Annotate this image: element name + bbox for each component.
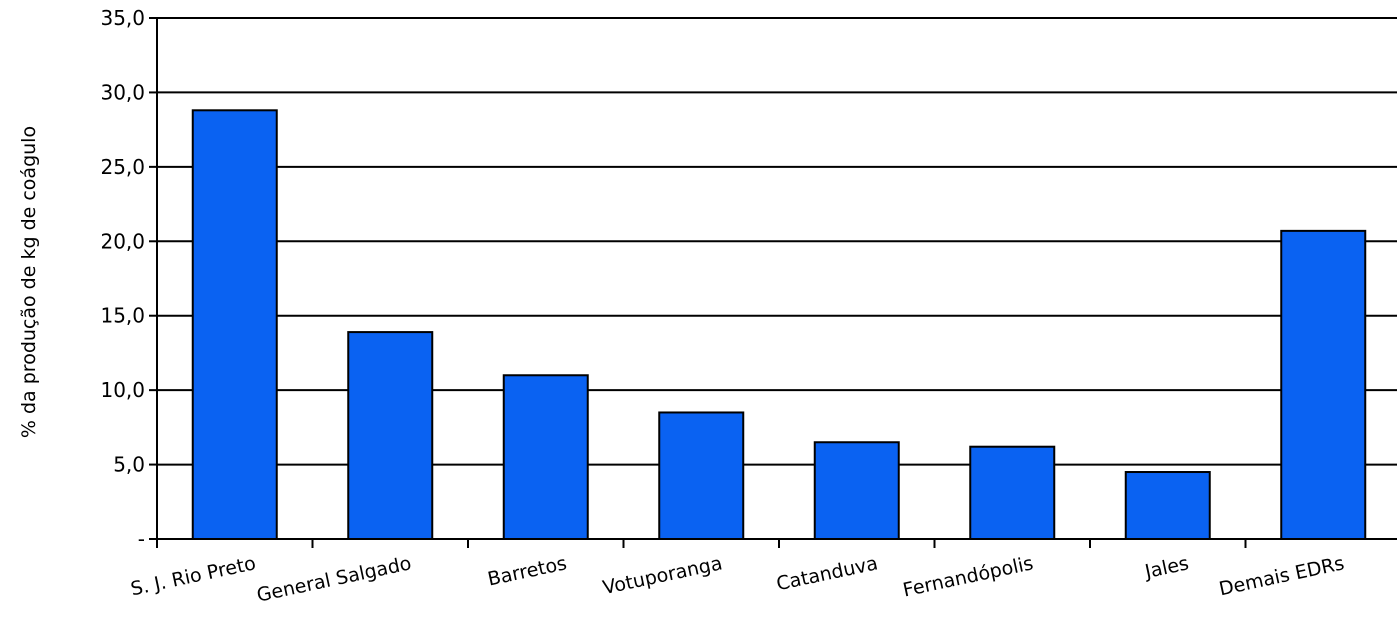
x-tick-label: Catanduva <box>774 552 879 595</box>
bar <box>1124 471 1211 540</box>
x-tick-label: Barretos <box>486 552 569 590</box>
bar <box>658 411 745 541</box>
x-tick-label: Demais EDRs <box>1217 552 1346 600</box>
y-tick-label: 15,0 <box>100 304 145 328</box>
x-tick-label: General Salgado <box>255 552 413 606</box>
y-tick-label: 25,0 <box>100 155 145 179</box>
y-tick-label: - <box>138 527 145 551</box>
bar <box>1280 229 1367 540</box>
y-tick-label: 20,0 <box>100 229 145 253</box>
bar <box>969 445 1056 540</box>
x-tick-label: S. J. Rio Preto <box>129 552 258 600</box>
gridlines <box>157 17 1397 466</box>
bar <box>813 441 900 540</box>
y-axis-label: % da produção de kg de coágulo <box>18 126 40 438</box>
y-tick-label: 5,0 <box>113 453 145 477</box>
bar <box>347 331 434 540</box>
x-tick-label: Jales <box>1142 552 1191 583</box>
x-tick-label: Fernandópolis <box>901 552 1035 601</box>
bar <box>502 374 589 540</box>
y-tick-label: 30,0 <box>100 80 145 104</box>
y-tick-label: 10,0 <box>100 378 145 402</box>
bars <box>191 109 1367 541</box>
axes <box>149 17 1397 548</box>
y-tick-label: 35,0 <box>100 6 145 30</box>
x-tick-label: Votuporanga <box>601 552 724 599</box>
y-tick-labels: - 5,0 10,0 15,0 20,0 25,0 30,0 35,0 <box>100 6 145 551</box>
bar <box>191 109 278 540</box>
